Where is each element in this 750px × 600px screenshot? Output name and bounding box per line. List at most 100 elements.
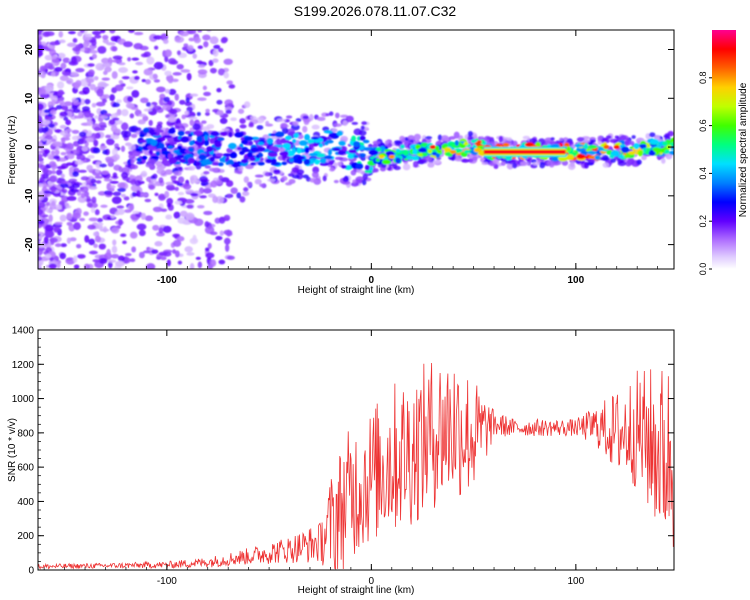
colorbar-tick-label: 0.2 <box>698 215 708 228</box>
heatmap-cell <box>128 126 136 133</box>
heatmap-cell <box>196 135 203 143</box>
heatmap-cell <box>594 155 601 161</box>
heatmap-cell <box>44 54 54 61</box>
heatmap-cell <box>329 167 335 172</box>
heatmap-cell <box>512 163 518 169</box>
heatmap-cell <box>243 187 249 192</box>
heatmap-cell <box>91 39 97 47</box>
heatmap-cell <box>220 37 227 44</box>
heatmap-cell <box>341 180 351 185</box>
heatmap-cell <box>60 173 65 179</box>
heatmap-cell <box>166 74 174 82</box>
heatmap-cell <box>97 45 107 54</box>
heatmap-cell <box>250 162 257 166</box>
heatmap-cell <box>188 147 195 153</box>
heatmap-cell <box>177 130 185 136</box>
heatmap-cell <box>41 182 48 189</box>
heatmap-cell <box>174 186 179 191</box>
heatmap-cell <box>291 167 300 173</box>
heatmap-cell <box>443 143 449 148</box>
heatmap-cells <box>38 30 674 269</box>
heatmap-cell <box>241 158 249 164</box>
heatmap-cell <box>112 117 120 121</box>
heatmap-cell <box>133 43 143 50</box>
heatmap-cell <box>92 147 101 154</box>
heatmap-cell <box>364 169 373 174</box>
heatmap-cell <box>122 240 127 245</box>
heatmap-cell <box>106 248 111 257</box>
heatmap-cell <box>111 227 120 234</box>
heatmap-cell <box>454 140 459 146</box>
heatmap-cell <box>205 252 215 259</box>
heatmap-cell <box>216 87 222 93</box>
heatmap-cell <box>90 178 97 184</box>
heatmap-cell <box>302 174 309 179</box>
heatmap-cell <box>276 118 286 123</box>
heatmap-cell <box>164 169 173 175</box>
heatmap-cell <box>407 135 415 141</box>
heatmap-cell <box>174 93 180 101</box>
heatmap-cell <box>150 156 160 160</box>
heatmap-cell <box>88 250 98 255</box>
heatmap-cell <box>334 156 344 160</box>
heatmap-cell <box>71 129 80 134</box>
heatmap-cell <box>41 138 47 142</box>
heatmap-cell <box>196 205 205 209</box>
heatmap-cell <box>63 101 73 107</box>
heatmap-hotspot <box>388 154 395 159</box>
heatmap-cell <box>73 264 80 269</box>
heatmap-cell <box>51 55 57 60</box>
heatmap-cell <box>59 111 68 117</box>
heatmap-cell <box>219 117 228 124</box>
heatmap-cell <box>223 214 231 222</box>
snr-x-tick-label: -100 <box>157 576 177 587</box>
heatmap-cell <box>228 131 233 138</box>
heatmap-cell <box>61 188 68 194</box>
snr-series-line <box>38 362 674 570</box>
heatmap-cell <box>219 157 225 162</box>
heatmap-cell <box>99 163 107 168</box>
heatmap-cell <box>223 72 229 79</box>
heatmap-cell <box>664 149 670 154</box>
heatmap-hotspot <box>603 145 610 150</box>
heatmap-cell <box>93 231 99 237</box>
heatmap-cell <box>248 121 254 127</box>
heatmap-cell <box>160 256 167 261</box>
heatmap-cell <box>111 46 118 52</box>
heatmap-cell <box>38 256 43 262</box>
heatmap-cell <box>633 142 640 150</box>
heatmap-cell <box>171 176 177 182</box>
heatmap-cell <box>449 136 456 140</box>
heatmap-cell <box>209 231 218 236</box>
heatmap-cell <box>631 135 636 139</box>
heatmap-cell <box>51 141 62 147</box>
heatmap-cell <box>46 138 52 145</box>
heatmap-cell <box>324 155 333 160</box>
heatmap-cell <box>662 141 668 145</box>
heatmap-cell <box>94 34 102 39</box>
heatmap-cell <box>236 192 242 199</box>
heatmap-cell <box>143 68 153 76</box>
heatmap-cell <box>59 252 67 260</box>
heatmap-cell <box>210 131 220 137</box>
heatmap-cell <box>228 142 237 150</box>
heatmap-cell <box>167 187 176 191</box>
heatmap-cell <box>88 69 95 76</box>
heatmap-cell <box>117 255 125 262</box>
snr-x-label: Height of straight line (km) <box>298 585 415 596</box>
heatmap-cell <box>221 128 230 132</box>
heatmap-cell <box>156 86 166 93</box>
heatmap-cell <box>127 57 132 62</box>
colorbar-tick-label: 0.4 <box>698 167 708 180</box>
heatmap-cell <box>243 136 254 141</box>
heatmap-cell <box>609 138 618 144</box>
heatmap-cell <box>204 134 209 141</box>
heatmap-cell <box>75 79 82 88</box>
heatmap-cell <box>230 187 238 194</box>
heatmap-cell <box>294 159 303 164</box>
heatmap-cell <box>641 155 647 161</box>
heatmap-cell <box>243 101 251 109</box>
heatmap-cell <box>40 118 51 126</box>
heatmap-x-tick-label: -100 <box>157 275 177 286</box>
heatmap-cell <box>188 37 195 42</box>
